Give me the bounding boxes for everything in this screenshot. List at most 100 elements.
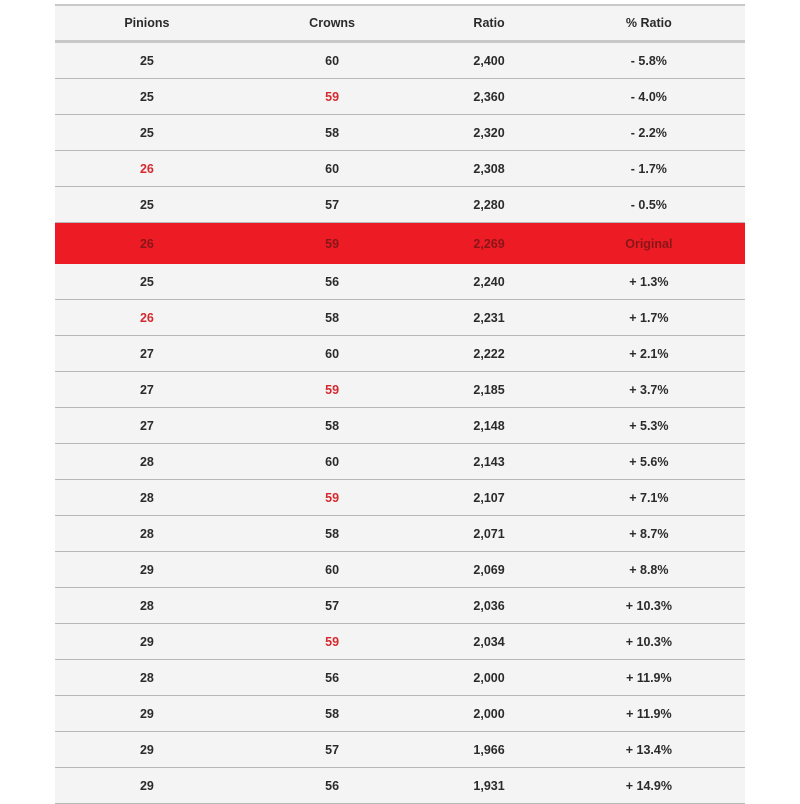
header-pct-ratio: % Ratio: [552, 5, 745, 43]
cell-ratio: 2,222: [425, 335, 553, 372]
table-row: 28 60 2,143 + 5.6%: [55, 443, 745, 480]
cell-pinions: 29: [55, 695, 239, 732]
header-pinions: Pinions: [55, 5, 239, 43]
cell-pinions: 29: [55, 623, 239, 660]
cell-ratio: 1,931: [425, 767, 553, 804]
cell-ratio: 2,000: [425, 659, 553, 696]
cell-pct-ratio: + 10.3%: [552, 587, 745, 624]
cell-pinions: 25: [55, 41, 239, 79]
cell-pinions: 28: [55, 443, 239, 480]
header-crowns: Crowns: [238, 5, 426, 43]
cell-pinions: 29: [55, 731, 239, 768]
cell-pinions: 25: [55, 264, 239, 300]
table-row: 25 60 2,400- 5.8%: [55, 41, 745, 79]
cell-pct-ratio: + 7.1%: [552, 479, 745, 516]
cell-pct-ratio: + 14.9%: [552, 767, 745, 804]
cell-pct-ratio: + 5.6%: [552, 443, 745, 480]
cell-pct-ratio: - 2.2%: [552, 114, 745, 151]
cell-pct-ratio: + 1.7%: [552, 299, 745, 336]
cell-pct-ratio: + 3.7%: [552, 371, 745, 408]
cell-pct-ratio: + 5.3%: [552, 407, 745, 444]
cell-pinions: 29: [55, 551, 239, 588]
cell-crowns: 59: [238, 623, 426, 660]
cell-pct-ratio: + 11.9%: [552, 695, 745, 732]
cell-crowns: 56: [238, 264, 426, 300]
cell-ratio: 2,071: [425, 515, 553, 552]
gear-ratio-table: Pinions Crowns Ratio % Ratio 25 60 2,400- …: [55, 4, 745, 804]
cell-crowns: 58: [238, 114, 426, 151]
cell-crowns: 58: [238, 407, 426, 444]
cell-ratio: 2,280: [425, 186, 553, 223]
cell-ratio: 2,240: [425, 264, 553, 300]
cell-ratio: 2,107: [425, 479, 553, 516]
table-row: 25 57 2,280- 0.5%: [55, 186, 745, 223]
cell-pct-ratio: + 10.3%: [552, 623, 745, 660]
gear-ratio-table-container: Pinions Crowns Ratio % Ratio 25 60 2,400- …: [55, 4, 745, 804]
table-row: 28 58 2,071 + 8.7%: [55, 515, 745, 552]
cell-ratio: 2,069: [425, 551, 553, 588]
cell-pinions: 27: [55, 335, 239, 372]
cell-crowns: 60: [238, 443, 426, 480]
cell-ratio: 2,148: [425, 407, 553, 444]
cell-ratio: 2,360: [425, 78, 553, 115]
table-row: 25 59 2,360- 4.0%: [55, 78, 745, 115]
cell-pinions: 28: [55, 587, 239, 624]
cell-pinions: 27: [55, 371, 239, 408]
cell-crowns: 60: [238, 41, 426, 79]
cell-ratio: 2,231: [425, 299, 553, 336]
cell-crowns: 59: [238, 371, 426, 408]
cell-pct-ratio: - 0.5%: [552, 186, 745, 223]
cell-pinions: 26: [55, 299, 239, 336]
cell-ratio: 2,320: [425, 114, 553, 151]
table-row: 28 59 2,107 + 7.1%: [55, 479, 745, 516]
cell-pinions: 26: [55, 150, 239, 187]
table-row: 27 59 2,185 + 3.7%: [55, 371, 745, 408]
cell-pct-ratio: + 13.4%: [552, 731, 745, 768]
table-row: 25 58 2,320- 2.2%: [55, 114, 745, 151]
cell-pinions: 28: [55, 515, 239, 552]
cell-ratio: 2,034: [425, 623, 553, 660]
cell-pct-ratio: + 1.3%: [552, 264, 745, 300]
cell-pinions: 25: [55, 186, 239, 223]
cell-pct-ratio: + 2.1%: [552, 335, 745, 372]
table-row: 29 57 1,966 + 13.4%: [55, 731, 745, 768]
table-row-original: 26 59 2,269 Original: [55, 222, 745, 264]
cell-pinions: 28: [55, 659, 239, 696]
table-row: 26 58 2,231 + 1.7%: [55, 299, 745, 336]
cell-crowns: 59: [238, 222, 426, 264]
table-row: 29 56 1,931 + 14.9%: [55, 767, 745, 804]
cell-crowns: 60: [238, 150, 426, 187]
cell-pinions: 25: [55, 78, 239, 115]
cell-pct-ratio: + 8.7%: [552, 515, 745, 552]
cell-pinions: 25: [55, 114, 239, 151]
table-row: 29 59 2,034 + 10.3%: [55, 623, 745, 660]
cell-pinions: 28: [55, 479, 239, 516]
cell-crowns: 58: [238, 695, 426, 732]
table-row: 29 58 2,000 + 11.9%: [55, 695, 745, 732]
cell-ratio: 2,308: [425, 150, 553, 187]
cell-crowns: 58: [238, 299, 426, 336]
header-ratio: Ratio: [425, 5, 553, 43]
table-header-row: Pinions Crowns Ratio % Ratio: [55, 5, 745, 43]
cell-crowns: 57: [238, 731, 426, 768]
cell-ratio: 2,269: [425, 222, 553, 264]
cell-pct-ratio: - 4.0%: [552, 78, 745, 115]
table-row: 28 57 2,036 + 10.3%: [55, 587, 745, 624]
cell-ratio: 2,400: [425, 41, 553, 79]
cell-crowns: 59: [238, 78, 426, 115]
cell-crowns: 60: [238, 551, 426, 588]
table-row: 27 58 2,148 + 5.3%: [55, 407, 745, 444]
cell-ratio: 2,036: [425, 587, 553, 624]
cell-ratio: 2,000: [425, 695, 553, 732]
cell-pinions: 26: [55, 222, 239, 264]
table-row: 29 60 2,069 + 8.8%: [55, 551, 745, 588]
cell-crowns: 57: [238, 587, 426, 624]
cell-pct-ratio: + 11.9%: [552, 659, 745, 696]
cell-pinions: 29: [55, 767, 239, 804]
cell-crowns: 56: [238, 767, 426, 804]
cell-pinions: 27: [55, 407, 239, 444]
cell-ratio: 2,185: [425, 371, 553, 408]
table-row: 27 60 2,222 + 2.1%: [55, 335, 745, 372]
table-row: 25 56 2,240 + 1.3%: [55, 264, 745, 300]
cell-crowns: 60: [238, 335, 426, 372]
